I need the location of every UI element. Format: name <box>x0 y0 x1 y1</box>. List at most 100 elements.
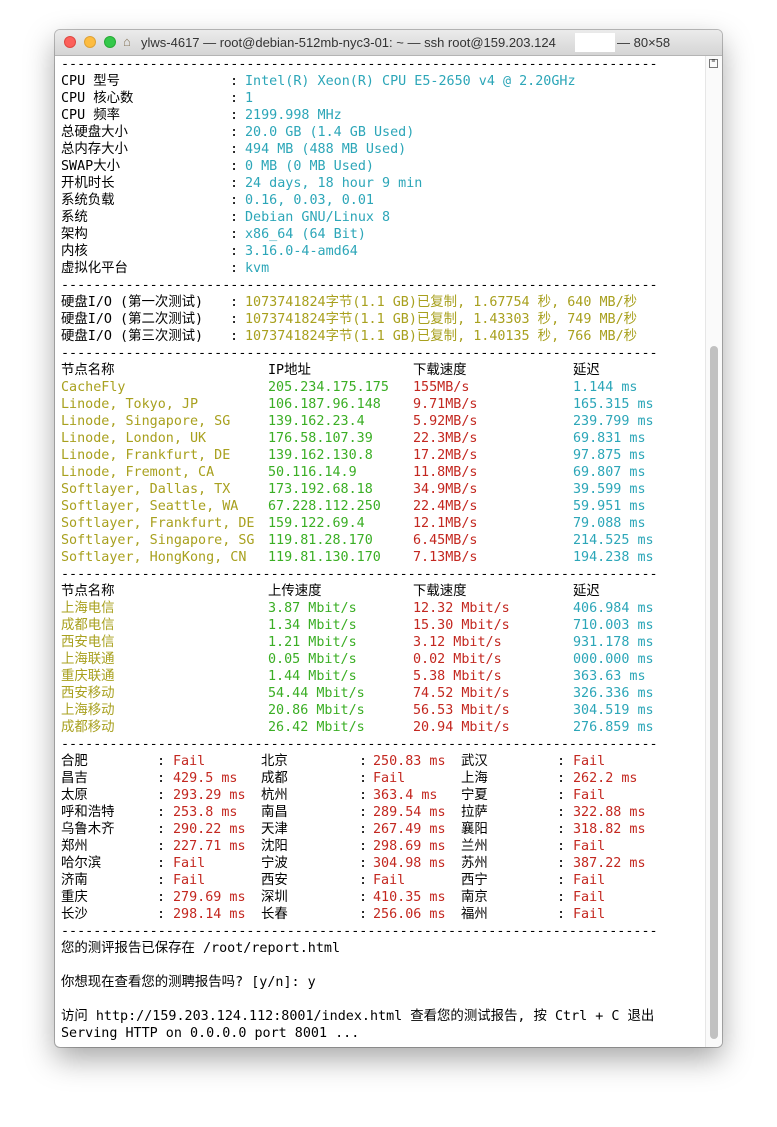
cell: 5.92MB/s <box>413 414 478 429</box>
ping-result: Fail <box>573 890 606 905</box>
info-label: 总硬盘大小 <box>61 125 128 140</box>
ping-result: 304.98 ms <box>373 856 446 871</box>
terminal-window: ⌂ ylws-4617 — root@debian-512mb-nyc3-01:… <box>55 30 722 1047</box>
redacted-area <box>575 33 615 52</box>
cell: 194.238 ms <box>573 550 654 565</box>
cell: 7.13MB/s <box>413 550 478 565</box>
cell: Linode, Tokyo, JP <box>61 397 199 412</box>
cell: 9.71MB/s <box>413 397 478 412</box>
colon: : <box>157 822 166 837</box>
column-header: 下载速度 <box>413 584 467 599</box>
blank-line <box>61 991 701 1008</box>
info-label: 虚拟化平台 <box>61 261 128 276</box>
cell: 西安移动 <box>61 686 115 701</box>
cell: 159.122.69.4 <box>268 516 365 531</box>
sysinfo-row: 虚拟化平台: kvm <box>61 260 701 277</box>
colon: : <box>230 74 239 89</box>
cell: 1.144 ms <box>573 380 638 395</box>
separator: ----------------------------------------… <box>61 737 658 752</box>
city-name: 呼和浩特 <box>61 805 115 820</box>
colon: : <box>359 822 368 837</box>
ping-row: 呼和浩特:253.8 ms 南昌:289.54 ms 拉萨:322.88 ms <box>61 804 701 821</box>
colon: : <box>359 771 368 786</box>
ping-result: 410.35 ms <box>373 890 446 905</box>
colon: : <box>557 890 566 905</box>
cell: Softlayer, Frankfurt, DE <box>61 516 255 531</box>
disk-io-label: 硬盘I/O (第二次测试) <box>61 312 204 327</box>
cell: 1.21 Mbit/s <box>268 635 357 650</box>
cell: 34.9MB/s <box>413 482 478 497</box>
speed-row: Linode, Tokyo, JP 106.187.96.148 9.71MB/s 1… <box>61 396 701 413</box>
colon: : <box>157 856 166 871</box>
info-value: 20.0 GB (1.4 GB Used) <box>245 125 415 140</box>
disk-io-value: 1073741824字节(1.1 GB)已复制, 1.67754 秒, 640 … <box>245 295 638 310</box>
cell: 17.2MB/s <box>413 448 478 463</box>
info-label: 架构 <box>61 227 88 242</box>
ping-result: 290.22 ms <box>173 822 246 837</box>
close-button[interactable] <box>64 36 76 48</box>
colon: : <box>230 108 239 123</box>
sysinfo-row: 内核:3.16.0-4-amd64 <box>61 243 701 260</box>
colon: : <box>230 329 239 344</box>
separator-line: ----------------------------------------… <box>61 736 701 753</box>
cell: 304.519 ms <box>573 703 654 718</box>
colon: : <box>230 261 239 276</box>
info-label: 开机时长 <box>61 176 115 191</box>
colon: : <box>230 193 239 208</box>
sysinfo-row: CPU 核心数:1 <box>61 90 701 107</box>
isp-row: 上海移动 20.86 Mbit/s 56.53 Mbit/s 304.519 ms <box>61 702 701 719</box>
city-name: 成都 <box>261 771 288 786</box>
maximize-button[interactable] <box>104 36 116 48</box>
city-name: 合肥 <box>61 754 88 769</box>
info-label: 总内存大小 <box>61 142 128 157</box>
scroll-menu-icon[interactable]: ≡ <box>709 58 718 68</box>
ping-result: 256.06 ms <box>373 907 446 922</box>
prompt-line: 你想现在查看您的测聘报告吗? [y/n]: y <box>61 974 701 991</box>
window-title: ylws-4617 — root@debian-512mb-nyc3-01: ~… <box>141 35 556 50</box>
ping-result: 298.14 ms <box>173 907 246 922</box>
info-value: 2199.998 MHz <box>245 108 342 123</box>
cell: Linode, Frankfurt, DE <box>61 448 231 463</box>
info-value: 494 MB (488 MB Used) <box>245 142 407 157</box>
colon: : <box>359 890 368 905</box>
cell: 000.000 ms <box>573 652 654 667</box>
cell: 69.807 ms <box>573 465 646 480</box>
cell: 5.38 Mbit/s <box>413 669 502 684</box>
colon: : <box>557 873 566 888</box>
cell: 239.799 ms <box>573 414 654 429</box>
colon: : <box>230 125 239 140</box>
city-name: 拉萨 <box>461 805 488 820</box>
info-label: CPU 核心数 <box>61 91 134 106</box>
info-value: 0 MB (0 MB Used) <box>245 159 374 174</box>
ping-row: 乌鲁木齐:290.22 ms 天津:267.49 ms 襄阳:318.82 ms <box>61 821 701 838</box>
disk-io-label: 硬盘I/O (第三次测试) <box>61 329 204 344</box>
colon: : <box>557 856 566 871</box>
info-label: CPU 频率 <box>61 108 121 123</box>
speed-row: Linode, Singapore, SG 139.162.23.4 5.92MB/… <box>61 413 701 430</box>
isp-row: 西安移动 54.44 Mbit/s 74.52 Mbit/s 326.336 ms <box>61 685 701 702</box>
cell: 3.12 Mbit/s <box>413 635 502 650</box>
ping-result: Fail <box>173 856 206 871</box>
cell: 重庆联通 <box>61 669 115 684</box>
ping-result: 322.88 ms <box>573 805 646 820</box>
city-name: 宁夏 <box>461 788 488 803</box>
cell: Softlayer, HongKong, CN <box>61 550 247 565</box>
cell: 15.30 Mbit/s <box>413 618 510 633</box>
visit-url-text: 访问 http://159.203.124.112:8001/index.htm… <box>61 1009 655 1024</box>
minimize-button[interactable] <box>84 36 96 48</box>
city-name: 济南 <box>61 873 88 888</box>
terminal-output[interactable]: ----------------------------------------… <box>61 56 701 1046</box>
sysinfo-row: CPU 频率:2199.998 MHz <box>61 107 701 124</box>
speed-header: 节点名称 IP地址 下载速度 延迟 <box>61 362 701 379</box>
ping-result: Fail <box>573 907 606 922</box>
scrollbar[interactable]: ≡ <box>705 56 722 1047</box>
city-name: 北京 <box>261 754 288 769</box>
ping-row: 长沙:298.14 ms 长春:256.06 ms 福州: Fail <box>61 906 701 923</box>
ping-result: 250.83 ms <box>373 754 446 769</box>
ping-result: 318.82 ms <box>573 822 646 837</box>
ping-result: Fail <box>573 754 606 769</box>
scrollbar-thumb[interactable] <box>710 346 718 1039</box>
disk-io-value: 1073741824字节(1.1 GB)已复制, 1.40135 秒, 766 … <box>245 329 638 344</box>
colon: : <box>359 788 368 803</box>
cell: 276.859 ms <box>573 720 654 735</box>
